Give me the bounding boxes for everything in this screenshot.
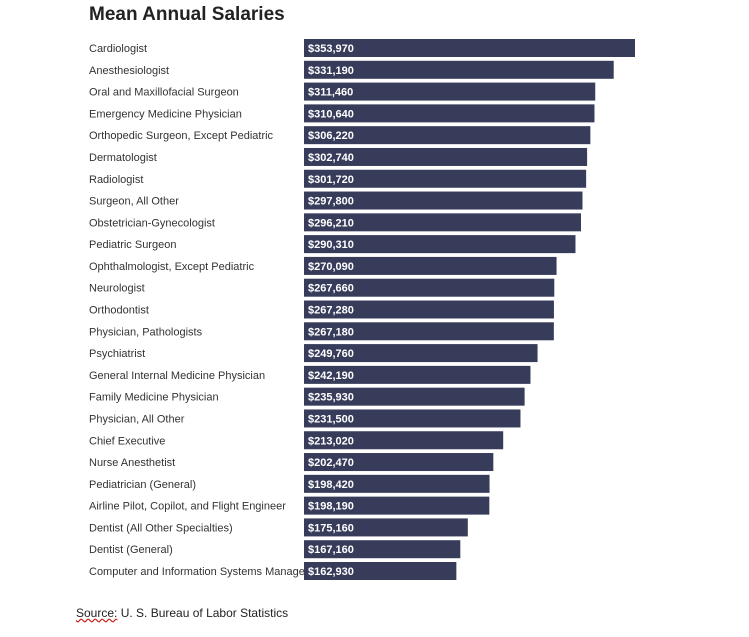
category-label: Dentist (General)	[89, 544, 173, 556]
category-label: Orthopedic Surgeon, Except Pediatric	[89, 130, 274, 142]
category-label: Dentist (All Other Specialties)	[89, 522, 233, 534]
value-label: $290,310	[308, 239, 354, 251]
bar	[304, 60, 614, 79]
category-label: Chief Executive	[89, 435, 165, 447]
bar	[304, 540, 461, 559]
bar	[304, 322, 554, 341]
value-label: $270,090	[308, 261, 354, 273]
value-label: $311,460	[308, 87, 353, 99]
bar	[304, 169, 587, 188]
value-label: $198,190	[308, 501, 354, 513]
value-label: $235,930	[308, 392, 354, 404]
category-label: Dermatologist	[89, 152, 157, 164]
bar	[304, 453, 494, 472]
value-label: $310,640	[308, 108, 354, 120]
value-label: $167,160	[308, 544, 354, 556]
bar	[304, 387, 525, 406]
bar	[304, 409, 521, 428]
value-label: $302,740	[308, 152, 354, 164]
category-label: Cardiologist	[89, 43, 147, 55]
bar	[304, 300, 554, 319]
source-note: Source: U. S. Bureau of Labor Statistics	[76, 606, 288, 620]
category-label: Ophthalmologist, Except Pediatric	[89, 261, 255, 273]
value-label: $331,190	[308, 65, 354, 77]
value-label: $231,500	[308, 413, 354, 425]
value-label: $267,180	[308, 326, 354, 338]
category-label: General Internal Medicine Physician	[89, 370, 265, 382]
category-label: Physician, All Other	[89, 413, 185, 425]
category-label: Computer and Information Systems Manager	[89, 566, 309, 578]
category-label: Orthodontist	[89, 305, 149, 317]
value-label: $297,800	[308, 196, 354, 208]
category-label: Airline Pilot, Copilot, and Flight Engin…	[89, 501, 286, 513]
bar	[304, 365, 531, 384]
bar	[304, 518, 468, 537]
value-label: $202,470	[308, 457, 354, 469]
category-label: Oral and Maxillofacial Surgeon	[89, 87, 239, 99]
chart-title: Mean Annual Salaries	[89, 4, 285, 25]
bar	[304, 496, 490, 515]
category-label: Nurse Anesthetist	[89, 457, 175, 469]
value-label: $353,970	[308, 43, 354, 55]
bar	[304, 235, 576, 254]
value-label: $267,660	[308, 283, 354, 295]
bar	[304, 344, 538, 363]
value-label: $267,280	[308, 305, 354, 317]
category-label: Emergency Medicine Physician	[89, 108, 242, 120]
category-label: Radiologist	[89, 174, 143, 186]
bar	[304, 562, 457, 580]
value-label: $198,420	[308, 479, 354, 491]
bar	[304, 256, 557, 275]
bar	[304, 104, 595, 123]
value-label: $242,190	[308, 370, 354, 382]
category-label: Physician, Pathologists	[89, 326, 203, 338]
category-label: Family Medicine Physician	[89, 392, 219, 404]
value-label: $301,720	[308, 174, 354, 186]
value-label: $175,160	[308, 522, 354, 534]
category-label: Surgeon, All Other	[89, 196, 179, 208]
bar	[304, 431, 504, 450]
category-label: Obstetrician-Gynecologist	[89, 217, 215, 229]
category-label: Neurologist	[89, 283, 145, 295]
category-label: Pediatric Surgeon	[89, 239, 176, 251]
value-label: $162,930	[308, 566, 354, 578]
value-label: $249,760	[308, 348, 354, 360]
category-label: Anesthesiologist	[89, 65, 169, 77]
bar	[304, 126, 591, 145]
bar	[304, 39, 635, 57]
value-label: $306,220	[308, 130, 354, 142]
bar	[304, 278, 555, 297]
category-label: Psychiatrist	[89, 348, 145, 360]
bar	[304, 147, 588, 166]
bar	[304, 82, 596, 101]
bar-chart: Cardiologist $353,970 Anesthesiologist $331…	[89, 39, 635, 580]
source-text: U. S. Bureau of Labor Statistics	[117, 606, 289, 620]
value-label: $296,210	[308, 217, 354, 229]
category-label: Pediatrician (General)	[89, 479, 196, 491]
bar	[304, 213, 581, 232]
bar	[304, 191, 583, 210]
source-prefix: Source:	[76, 606, 118, 620]
bar	[304, 474, 490, 493]
value-label: $213,020	[308, 435, 354, 447]
